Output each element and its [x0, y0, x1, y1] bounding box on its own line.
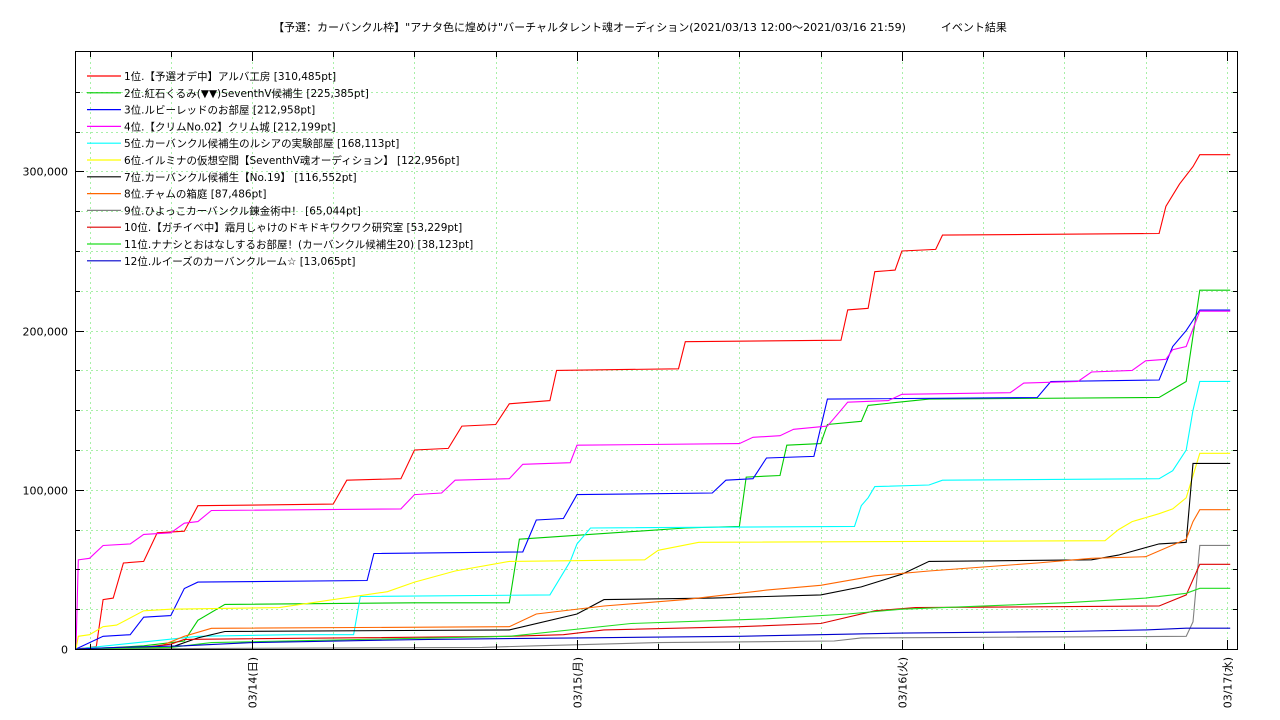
series-line-1	[75, 154, 1231, 650]
y-tick-label: 300,000	[23, 166, 69, 179]
series-line-4	[75, 310, 1231, 650]
legend-label-10: 10位.【ガチイベ中】霜月しゃけのドキドキワクワク研究室 [53,229pt]	[124, 221, 462, 234]
legend-label-7: 7位.カーバンクル候補生【No.19】 [116,552pt]	[124, 171, 357, 184]
series-line-7	[75, 462, 1231, 650]
series-line-3	[75, 309, 1231, 650]
x-tick-label: 03/17(水)	[1222, 657, 1235, 708]
y-tick-label: 100,000	[23, 485, 69, 498]
legend-label-5: 5位.カーバンクル候補生のルシアの実験部屋 [168,113pt]	[124, 137, 399, 150]
axis-ticks: 0 100,000 200,000 300,000 03/14(日) 03/15(月) 03…	[23, 52, 1237, 708]
legend-label-3: 3位.ルビーレッドのお部屋 [212,958pt]	[124, 104, 315, 117]
plot-frame	[75, 51, 1238, 650]
series-line-10	[75, 563, 1231, 650]
series-lines	[75, 154, 1231, 650]
x-tick-label: 03/14(日)	[247, 657, 260, 708]
y-tick-label: 0	[61, 644, 68, 657]
chart-title: 【予選：カーバンクル枠】"アナタ色に煌めけ"バーチャルタレント魂オーディション(…	[273, 21, 1007, 34]
series-line-6	[75, 452, 1231, 650]
x-tick-label: 03/15(月)	[572, 657, 585, 708]
legend-label-4: 4位.【クリムNo.02】クリム城 [212,199pt]	[124, 120, 336, 133]
grid-lines	[76, 52, 1237, 649]
legend-label-2: 2位.紅石くるみ(▼▼)SeventhV候補生 [225,385pt]	[124, 87, 369, 100]
series-line-5	[75, 380, 1231, 650]
series-line-2	[75, 289, 1231, 650]
legend-label-1: 1位.【予選オデ中】アルバ工房 [310,485pt]	[124, 70, 336, 83]
series-line-11	[75, 587, 1231, 650]
series-line-9	[75, 544, 1231, 650]
legend-label-8: 8位.チャムの箱庭 [87,486pt]	[124, 188, 266, 201]
y-tick-label: 200,000	[23, 326, 69, 339]
series-line-8	[75, 509, 1231, 650]
legend: 1位.【予選オデ中】アルバ工房 [310,485pt] 2位.紅石くるみ(▼▼)S…	[87, 70, 473, 268]
x-tick-label: 03/16(火)	[897, 657, 910, 708]
legend-label-6: 6位.イルミナの仮想空間【SeventhV魂オーディション】 [122,956p…	[124, 154, 459, 167]
series-line-12	[75, 627, 1231, 650]
legend-label-9: 9位.ひよっこカーバンクル錬金術中！ [65,044pt]	[124, 204, 361, 217]
legend-label-12: 12位.ルイーズのカーバンクルーム☆ [13,065pt]	[124, 255, 355, 268]
legend-label-11: 11位.ナナシとおはなしするお部屋！(カーバンクル候補生20) [38,123p…	[124, 238, 473, 251]
